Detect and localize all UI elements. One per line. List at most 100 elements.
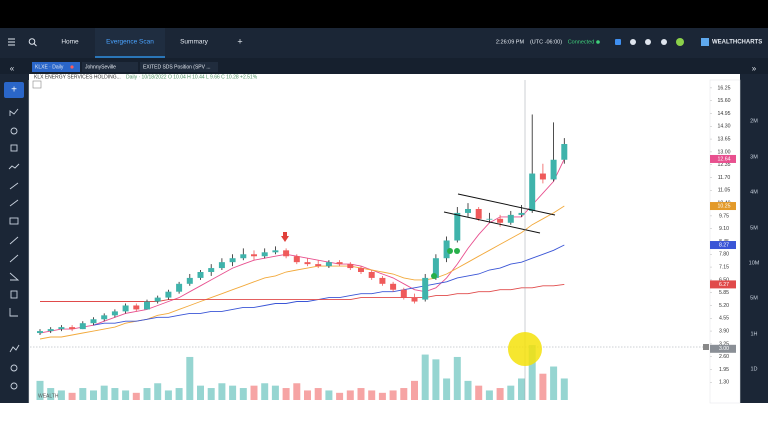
candle-body <box>293 256 300 263</box>
candle-body <box>176 283 183 292</box>
candle-body <box>47 329 54 332</box>
candle-body <box>208 268 215 272</box>
candle-body <box>550 159 557 180</box>
candle-body <box>475 208 482 219</box>
profile-icon[interactable] <box>676 38 684 46</box>
tab-label[interactable]: EXITED SDS Position (SPV ... <box>143 64 211 70</box>
help-icon[interactable] <box>661 39 667 45</box>
volume-bar <box>389 390 397 400</box>
tab[interactable] <box>82 62 138 72</box>
drawing-tools[interactable] <box>8 108 20 390</box>
period[interactable]: 1H <box>750 331 757 337</box>
crosshair-handle <box>703 344 709 350</box>
volume-bar <box>550 366 558 400</box>
collapse-left[interactable]: « <box>10 64 15 73</box>
brand-logo <box>701 38 709 46</box>
chart-symbol: KLX ENERGY SERVICES HOLDING... <box>34 74 121 80</box>
volume-bar <box>304 390 311 400</box>
candle-body <box>379 277 386 284</box>
cursor-highlight <box>508 332 542 366</box>
period[interactable]: 4M <box>750 189 758 195</box>
candle-body <box>400 289 407 298</box>
menu-icon[interactable] <box>8 38 15 46</box>
y-tick-label: 13.00 <box>718 149 731 155</box>
volume-bar <box>560 378 568 400</box>
volume-bar <box>357 388 365 400</box>
volume-bar <box>68 392 76 400</box>
period[interactable]: 10M <box>749 260 760 266</box>
volume-bar <box>132 392 140 400</box>
collapse-right[interactable]: » <box>752 64 757 73</box>
volume-bar <box>518 378 525 400</box>
channel-line <box>457 193 556 216</box>
candle-body <box>144 301 150 310</box>
nav-evergence[interactable]: Evergence Scan <box>106 39 154 46</box>
nav-active-bg <box>95 28 165 58</box>
candle-body <box>69 327 76 330</box>
candle-body <box>229 258 236 263</box>
period[interactable]: 5M <box>750 225 758 231</box>
nav-home[interactable]: Home <box>61 39 79 46</box>
period[interactable]: 5M <box>750 295 758 301</box>
search-icon[interactable] <box>28 38 37 47</box>
price-badge <box>710 154 736 163</box>
bell-icon[interactable] <box>630 39 636 45</box>
candle-body <box>79 323 86 330</box>
candle-body <box>390 283 397 290</box>
nav-summary[interactable]: Summary <box>180 39 209 46</box>
add-symbol[interactable]: + <box>11 85 17 96</box>
save-icon[interactable] <box>615 39 621 45</box>
right-toolbar <box>740 74 768 403</box>
candle-body <box>240 254 247 259</box>
left-toolbar <box>0 74 29 403</box>
candle-body <box>347 264 354 269</box>
volume-bar <box>432 359 440 400</box>
moving-average <box>39 205 565 340</box>
price-badge <box>710 280 736 289</box>
channel-line <box>443 211 541 234</box>
candle-body <box>283 250 290 257</box>
volume-bar <box>154 383 162 400</box>
candle-body <box>315 264 322 267</box>
candle-body <box>529 173 536 211</box>
tab-label[interactable]: JohnnySeville <box>85 64 116 70</box>
status-dot <box>596 40 600 44</box>
y-tick-label: 12.35 <box>718 162 731 168</box>
volume-bar <box>314 388 322 400</box>
candle-body <box>539 173 546 180</box>
period[interactable]: 1D <box>750 366 757 372</box>
candle-body <box>37 331 43 334</box>
volume-bar <box>400 388 408 400</box>
candle-body <box>165 291 172 298</box>
tab-dot <box>70 65 74 69</box>
volume-bar <box>443 378 451 400</box>
candle-body <box>90 319 97 324</box>
settings-icon[interactable] <box>645 39 651 45</box>
tab[interactable] <box>140 62 218 72</box>
timezone: (UTC -06:00) <box>530 39 562 45</box>
y-tick-label: 7.80 <box>719 252 729 258</box>
tab-label[interactable]: KLXE · Daily <box>35 64 64 70</box>
volume-bar <box>218 383 226 400</box>
nav-add[interactable]: + <box>237 36 242 46</box>
volume-bar <box>239 388 247 400</box>
period[interactable]: 3M <box>750 154 758 160</box>
candle-body <box>261 252 268 257</box>
tab-active[interactable] <box>32 62 80 72</box>
candle-body <box>486 218 493 220</box>
candle-body <box>443 240 450 259</box>
price-badge <box>710 202 736 211</box>
candle-body <box>186 277 193 284</box>
period[interactable]: 2M <box>750 118 758 124</box>
expand-icon[interactable] <box>32 80 42 89</box>
candle-body <box>336 262 343 265</box>
candle-body <box>218 262 225 269</box>
volume-bar <box>507 385 515 400</box>
add-button[interactable] <box>4 82 24 98</box>
volume-bar <box>411 380 418 400</box>
candle-body <box>272 250 279 253</box>
signal-dot <box>454 248 460 254</box>
volume-bar <box>378 392 386 400</box>
